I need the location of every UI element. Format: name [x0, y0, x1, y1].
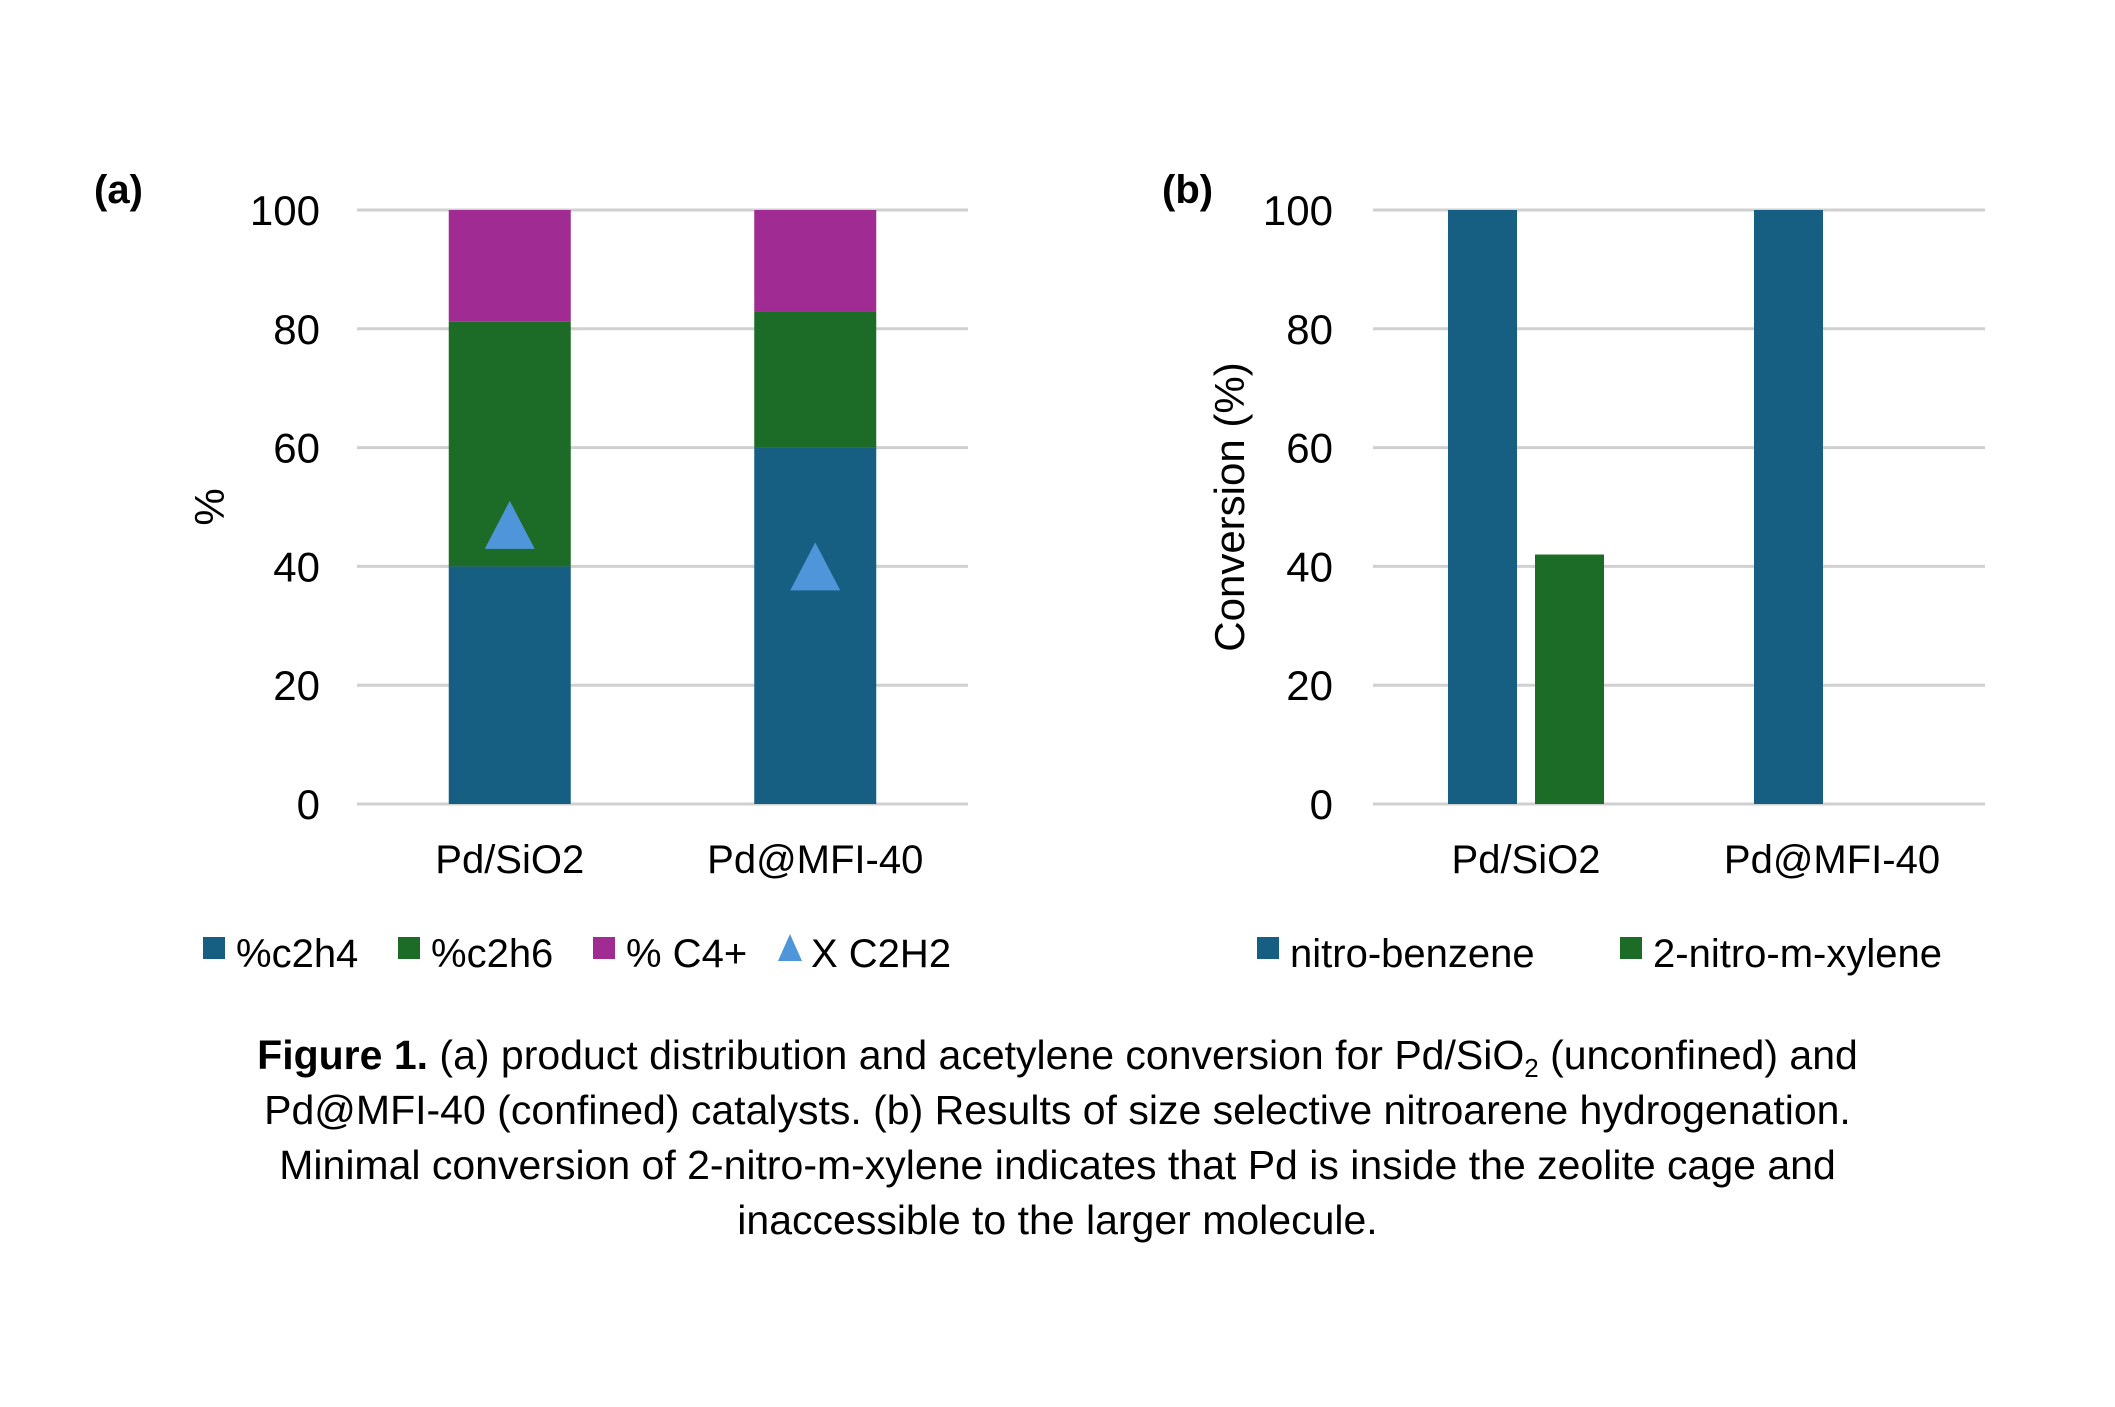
y-tick-label: 80: [1286, 306, 1333, 353]
panel-b-y-axis-title: Conversion (%): [1206, 362, 1253, 651]
x-tick-label: Pd/SiO2: [1452, 838, 1601, 882]
y-tick-label: 60: [1286, 425, 1333, 472]
caption-text-1b: (unconfined) and: [1538, 1032, 1858, 1078]
bar-2-nitro-m-xylene: [1535, 554, 1604, 804]
y-tick-label: 20: [1286, 662, 1333, 709]
caption-line-3: Minimal conversion of 2-nitro-m-xylene i…: [279, 1142, 1836, 1188]
caption-line-1: Figure 1. (a) product distribution and a…: [150, 1028, 1965, 1083]
panel-a-legend: %c2h4 %c2h6 % C4+ X C2H2: [203, 932, 951, 976]
bar-segment-c4: [754, 210, 877, 312]
legend-label: 2-nitro-m-xylene: [1653, 932, 1942, 976]
legend-swatch: [1620, 937, 1642, 959]
legend-item: %c2h4: [203, 932, 358, 976]
caption-line-2: Pd@MFI-40 (confined) catalysts. (b) Resu…: [264, 1087, 1851, 1133]
bar-segment-c4: [448, 210, 571, 322]
legend-label: X C2H2: [811, 932, 951, 976]
y-tick-label: 0: [1310, 781, 1333, 828]
legend-label: nitro-benzene: [1290, 932, 1535, 976]
panel-a-markers: [484, 500, 841, 591]
panel-a-gridlines: [357, 208, 968, 806]
caption-subscript: 2: [1524, 1053, 1539, 1083]
y-tick-label: 100: [250, 187, 320, 234]
legend-item: % C4+: [593, 932, 747, 976]
panel-a-label: (a): [94, 168, 143, 212]
triangle-marker-xc2h2: [484, 500, 535, 549]
y-tick-label: 80: [273, 306, 320, 353]
caption-figure-label: Figure 1.: [257, 1032, 429, 1078]
legend-swatch: [593, 937, 615, 959]
y-tick-label: 20: [273, 662, 320, 709]
legend-swatch: [203, 937, 225, 959]
panel-b-bars: [1448, 210, 1823, 804]
bar-segment-c2h4: [754, 447, 877, 804]
triangle-marker-xc2h2: [790, 542, 841, 591]
legend-item: nitro-benzene: [1257, 932, 1535, 976]
y-tick-label: 100: [1263, 187, 1333, 234]
bar-segment-c2h4: [448, 566, 571, 804]
x-tick-label: Pd@MFI-40: [1724, 838, 1940, 882]
x-tick-label: Pd/SiO2: [435, 838, 584, 882]
y-tick-label: 40: [273, 543, 320, 590]
y-tick-label: 40: [1286, 543, 1333, 590]
bar-nitro-benzene: [1448, 210, 1517, 804]
panel-b-y-ticks: 0 20 40 60 80 100: [1263, 187, 1333, 828]
legend-label: %c2h6: [431, 932, 553, 976]
panel-b-legend: nitro-benzene 2-nitro-m-xylene: [1257, 932, 1942, 976]
y-tick-label: 0: [297, 781, 320, 828]
x-tick-label: Pd@MFI-40: [707, 838, 923, 882]
legend-item: X C2H2: [778, 932, 951, 976]
bar-segment-c2h6: [754, 311, 877, 448]
panel-a-y-axis-title: %: [186, 488, 233, 525]
figure-caption: Figure 1. (a) product distribution and a…: [150, 1028, 1965, 1248]
bar-nitro-benzene: [1754, 210, 1823, 804]
chart-panel-b: (b) 0 20 40 60 80 100 Pd/SiO2 Pd@MFI-40 Conver…: [1162, 168, 1985, 976]
panel-b-label: (b): [1162, 168, 1213, 212]
legend-item: %c2h6: [398, 932, 553, 976]
chart-panel-a: (a) 0 20 40 60 80 100 Pd/SiO2 Pd@MFI-40 % %c2h…: [94, 168, 968, 976]
legend-label: %c2h4: [236, 932, 358, 976]
legend-item: 2-nitro-m-xylene: [1620, 932, 1942, 976]
y-tick-label: 60: [273, 425, 320, 472]
caption-line-4: inaccessible to the larger molecule.: [737, 1197, 1378, 1243]
legend-triangle-icon: [778, 934, 802, 961]
panel-b-x-labels: Pd/SiO2 Pd@MFI-40: [1452, 838, 1941, 882]
caption-text-1a: (a) product distribution and acetylene c…: [428, 1032, 1525, 1078]
legend-swatch: [1257, 937, 1279, 959]
legend-swatch: [398, 937, 420, 959]
legend-label: % C4+: [626, 932, 747, 976]
panel-a-x-labels: Pd/SiO2 Pd@MFI-40: [435, 838, 923, 882]
panel-a-y-ticks: 0 20 40 60 80 100: [250, 187, 320, 828]
